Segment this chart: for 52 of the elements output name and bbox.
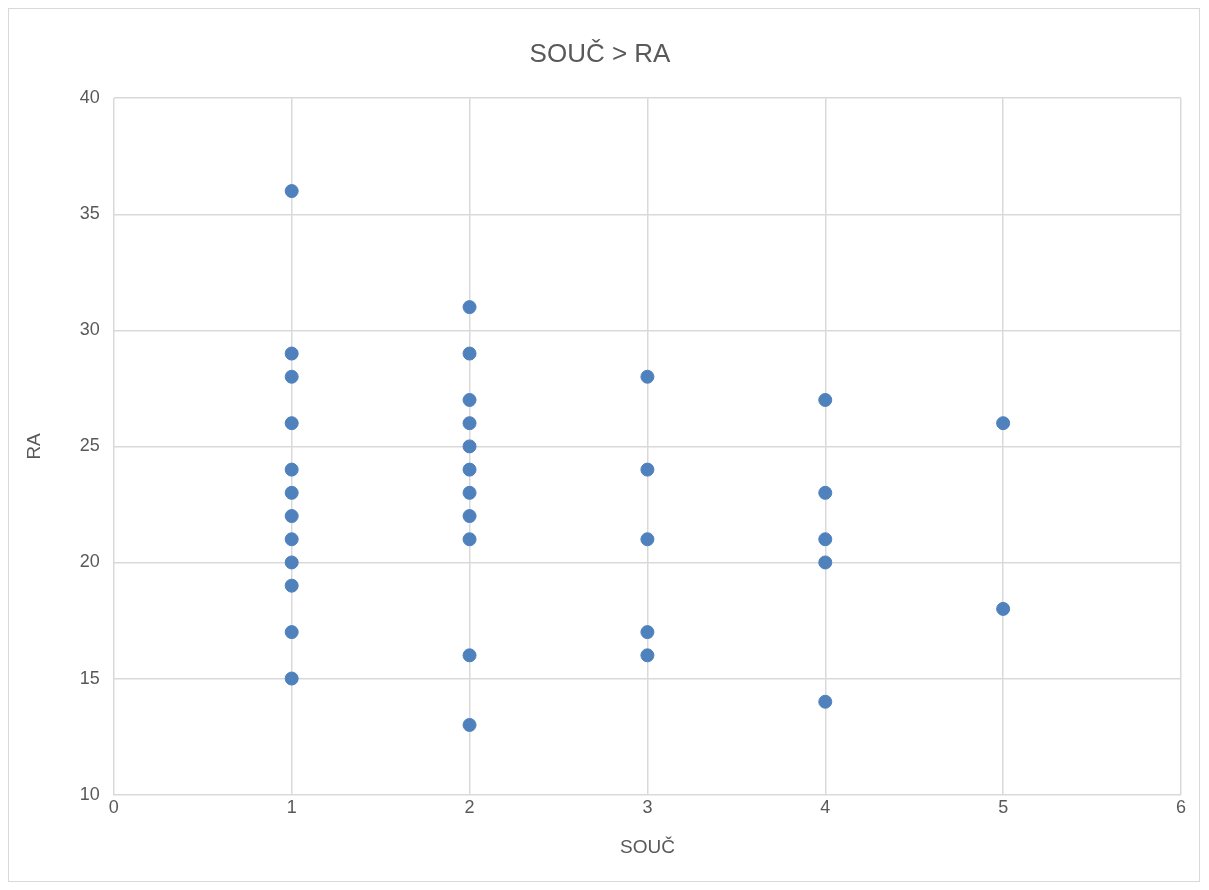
point bbox=[284, 485, 299, 500]
point bbox=[284, 416, 299, 431]
point bbox=[462, 462, 477, 477]
point bbox=[462, 300, 477, 315]
x-tick-label: 5 bbox=[998, 797, 1009, 818]
point bbox=[462, 509, 477, 524]
point bbox=[284, 509, 299, 524]
point bbox=[462, 439, 477, 454]
point bbox=[818, 555, 833, 570]
point bbox=[640, 369, 655, 384]
point bbox=[462, 392, 477, 407]
x-tick-label: 1 bbox=[286, 797, 297, 818]
point bbox=[462, 485, 477, 500]
point bbox=[284, 346, 299, 361]
point bbox=[462, 532, 477, 547]
point bbox=[640, 648, 655, 663]
point bbox=[462, 648, 477, 663]
y-tick-label: 10 bbox=[79, 783, 100, 804]
point bbox=[818, 485, 833, 500]
x-axis-title: SOUČ bbox=[619, 835, 675, 857]
point bbox=[284, 625, 299, 640]
x-tick-label: 3 bbox=[642, 797, 653, 818]
y-axis-title: RA bbox=[22, 432, 44, 460]
point bbox=[818, 694, 833, 709]
y-tick-label: 25 bbox=[79, 435, 100, 456]
point bbox=[462, 717, 477, 732]
point bbox=[284, 671, 299, 686]
x-tick-label: 0 bbox=[108, 797, 119, 818]
x-tick-label: 6 bbox=[1175, 797, 1187, 818]
point bbox=[462, 346, 477, 361]
point bbox=[818, 532, 833, 547]
y-tick-label: 30 bbox=[79, 319, 100, 340]
point bbox=[640, 462, 655, 477]
chart-title: SOUČ > RA bbox=[529, 37, 672, 68]
point bbox=[640, 532, 655, 547]
y-tick-label: 35 bbox=[79, 203, 100, 224]
x-tick-label: 2 bbox=[464, 797, 475, 818]
point bbox=[284, 369, 299, 384]
y-tick-label: 15 bbox=[79, 667, 100, 688]
y-tick-label: 20 bbox=[79, 551, 100, 572]
point bbox=[640, 625, 655, 640]
point bbox=[284, 462, 299, 477]
point bbox=[284, 555, 299, 570]
x-tick-label: 4 bbox=[820, 797, 831, 818]
point bbox=[818, 392, 833, 407]
point bbox=[284, 578, 299, 593]
y-tick-label: 40 bbox=[79, 87, 100, 108]
point bbox=[284, 184, 299, 199]
point bbox=[284, 532, 299, 547]
point bbox=[996, 601, 1011, 616]
point bbox=[996, 416, 1011, 431]
point bbox=[462, 416, 477, 431]
